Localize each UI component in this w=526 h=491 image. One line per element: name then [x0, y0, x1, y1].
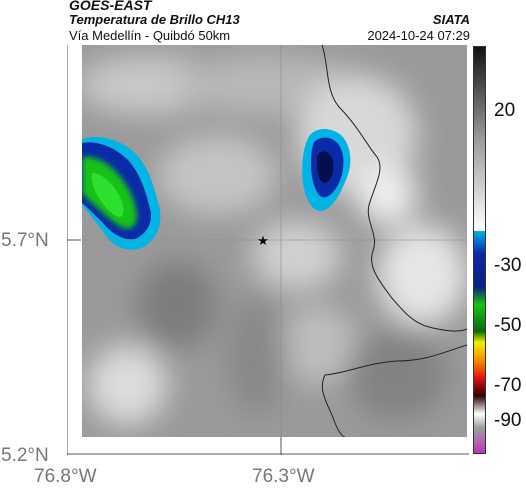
colorbar	[473, 46, 489, 454]
convective-cell-east	[302, 129, 351, 211]
satellite-title: GOES-EAST	[69, 0, 152, 13]
star-icon: ★	[257, 234, 269, 249]
lat-label-5-7: 5.7°N	[1, 230, 49, 251]
convective-cell-west	[82, 136, 161, 250]
satellite-map: ★	[66, 45, 469, 455]
colorbar-tick-minus-30: -30	[494, 255, 522, 276]
border-line	[321, 45, 467, 332]
border-line-south	[321, 344, 467, 437]
datetime-label: 2024-10-24 07:29	[367, 28, 470, 43]
colorbar-tick-minus-70: -70	[494, 375, 522, 396]
lat-label-5-2: 5.2°N	[1, 445, 49, 466]
product-title: Temperatura de Brillo CH13	[69, 12, 240, 27]
org-label: SIATA	[432, 12, 470, 27]
lon-label-76-8: 76.8°W	[34, 466, 97, 487]
brightness-temperature-field	[82, 45, 467, 437]
lon-label-76-3: 76.3°W	[252, 466, 315, 487]
colorbar-tick-20: 20	[494, 100, 516, 121]
colorbar-tick-minus-90: -90	[494, 410, 522, 431]
colorbar-tick-minus-50: -50	[494, 315, 522, 336]
route-label: Vía Medellín - Quibdó 50km	[69, 28, 231, 43]
